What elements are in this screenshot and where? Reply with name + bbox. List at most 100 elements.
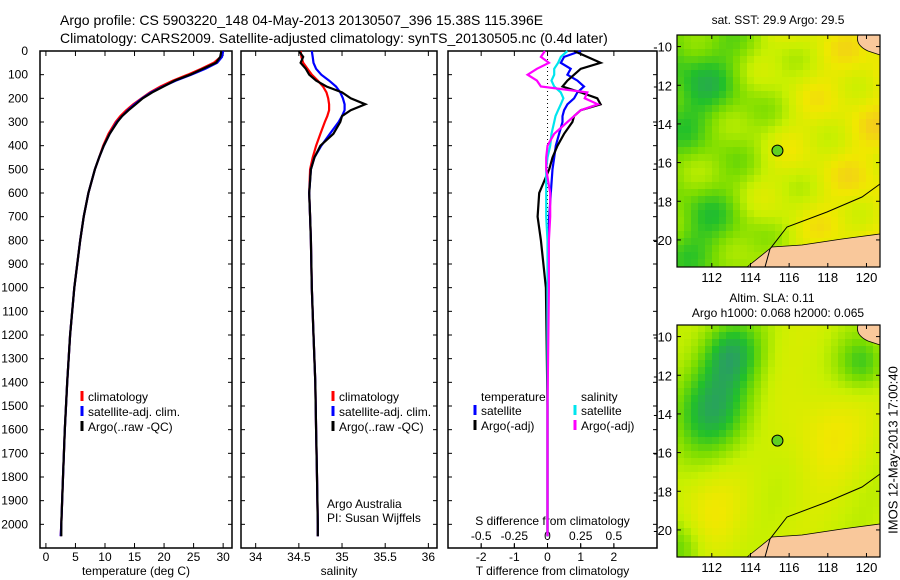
map-cell xyxy=(803,360,811,368)
map-cell xyxy=(761,486,769,494)
map-cell xyxy=(754,416,762,424)
map-cell xyxy=(691,35,699,43)
map-cell xyxy=(866,423,874,431)
x-tick-label: 10 xyxy=(98,550,112,564)
map-cell xyxy=(698,42,706,50)
map-cell xyxy=(684,56,692,64)
map-cell xyxy=(761,444,769,452)
annotation-text: Argo Australia xyxy=(327,497,402,511)
map-cell xyxy=(782,374,790,382)
map-cell xyxy=(726,126,734,134)
map-cell xyxy=(712,458,720,466)
map-cell xyxy=(775,451,783,459)
map-cell xyxy=(810,63,818,71)
map-cell xyxy=(705,154,713,162)
map-cell xyxy=(747,84,755,92)
map-cell xyxy=(817,472,825,480)
map-cell xyxy=(677,238,685,246)
map-cell xyxy=(789,126,797,134)
map-cell xyxy=(698,168,706,176)
map-cell xyxy=(859,63,867,71)
map-cell xyxy=(726,140,734,148)
map-cell xyxy=(740,70,748,78)
map-cell xyxy=(733,56,741,64)
map-cell xyxy=(796,182,804,190)
map-cell xyxy=(859,154,867,162)
map-cell xyxy=(859,402,867,410)
map-cell xyxy=(747,161,755,169)
map-cell xyxy=(677,493,685,501)
map-cell xyxy=(789,416,797,424)
map-cell xyxy=(810,451,818,459)
map-cell xyxy=(712,126,720,134)
map-cell xyxy=(810,217,818,225)
map-cell xyxy=(789,402,797,410)
map-cell xyxy=(803,91,811,99)
map-cell xyxy=(712,395,720,403)
map-cell xyxy=(684,161,692,169)
map-cell xyxy=(817,56,825,64)
map-cell xyxy=(852,402,860,410)
map-cell xyxy=(775,332,783,340)
map-cell xyxy=(677,77,685,85)
map-cell xyxy=(754,353,762,361)
map-cell xyxy=(831,119,839,127)
map-cell xyxy=(852,49,860,57)
map-cell xyxy=(747,367,755,375)
map-cell xyxy=(747,549,755,557)
map-cell xyxy=(733,479,741,487)
map-cell xyxy=(712,339,720,347)
map-cell xyxy=(761,49,769,57)
map-cell xyxy=(684,395,692,403)
map-cell xyxy=(838,374,846,382)
map-cell xyxy=(803,70,811,78)
map-cell xyxy=(845,332,853,340)
map-cell xyxy=(733,514,741,522)
map-cell xyxy=(747,98,755,106)
map-cell xyxy=(775,360,783,368)
map-y-tick-label: -16 xyxy=(653,156,672,171)
map-cell xyxy=(719,35,727,43)
map-cell xyxy=(873,353,880,361)
map-cell xyxy=(761,458,769,466)
map-cell xyxy=(768,416,776,424)
map-cell xyxy=(761,507,769,515)
map-cell xyxy=(866,479,874,487)
series-line-salinity-argo-adj- xyxy=(525,50,601,537)
map-cell xyxy=(719,367,727,375)
map-cell xyxy=(873,189,880,197)
map-cell xyxy=(740,175,748,183)
map-cell xyxy=(810,374,818,382)
map-cell xyxy=(705,231,713,239)
map-cell xyxy=(726,210,734,218)
map-cell xyxy=(712,49,720,57)
map-cell xyxy=(698,367,706,375)
map-cell xyxy=(761,353,769,361)
map-cell xyxy=(747,479,755,487)
map-cell xyxy=(838,231,846,239)
map-cell xyxy=(733,231,741,239)
map-cell xyxy=(698,507,706,515)
map-cell xyxy=(698,70,706,78)
map-cell xyxy=(684,521,692,529)
y-tick-label: 400 xyxy=(8,139,28,153)
map-cell xyxy=(852,140,860,148)
map-cell xyxy=(761,35,769,43)
map-cell xyxy=(712,231,720,239)
map-cell xyxy=(740,91,748,99)
map-cell xyxy=(761,514,769,522)
map-cell xyxy=(845,168,853,176)
map-cell xyxy=(775,203,783,211)
map-cell xyxy=(705,542,713,550)
map-cell xyxy=(740,49,748,57)
map-cell xyxy=(838,217,846,225)
map-cell xyxy=(719,140,727,148)
map-cell xyxy=(733,245,741,253)
map-cell xyxy=(705,360,713,368)
map-cell xyxy=(824,133,832,141)
map-cell xyxy=(782,203,790,211)
map-cell xyxy=(677,231,685,239)
map-cell xyxy=(803,63,811,71)
map-cell xyxy=(775,112,783,120)
map-cell xyxy=(761,231,769,239)
